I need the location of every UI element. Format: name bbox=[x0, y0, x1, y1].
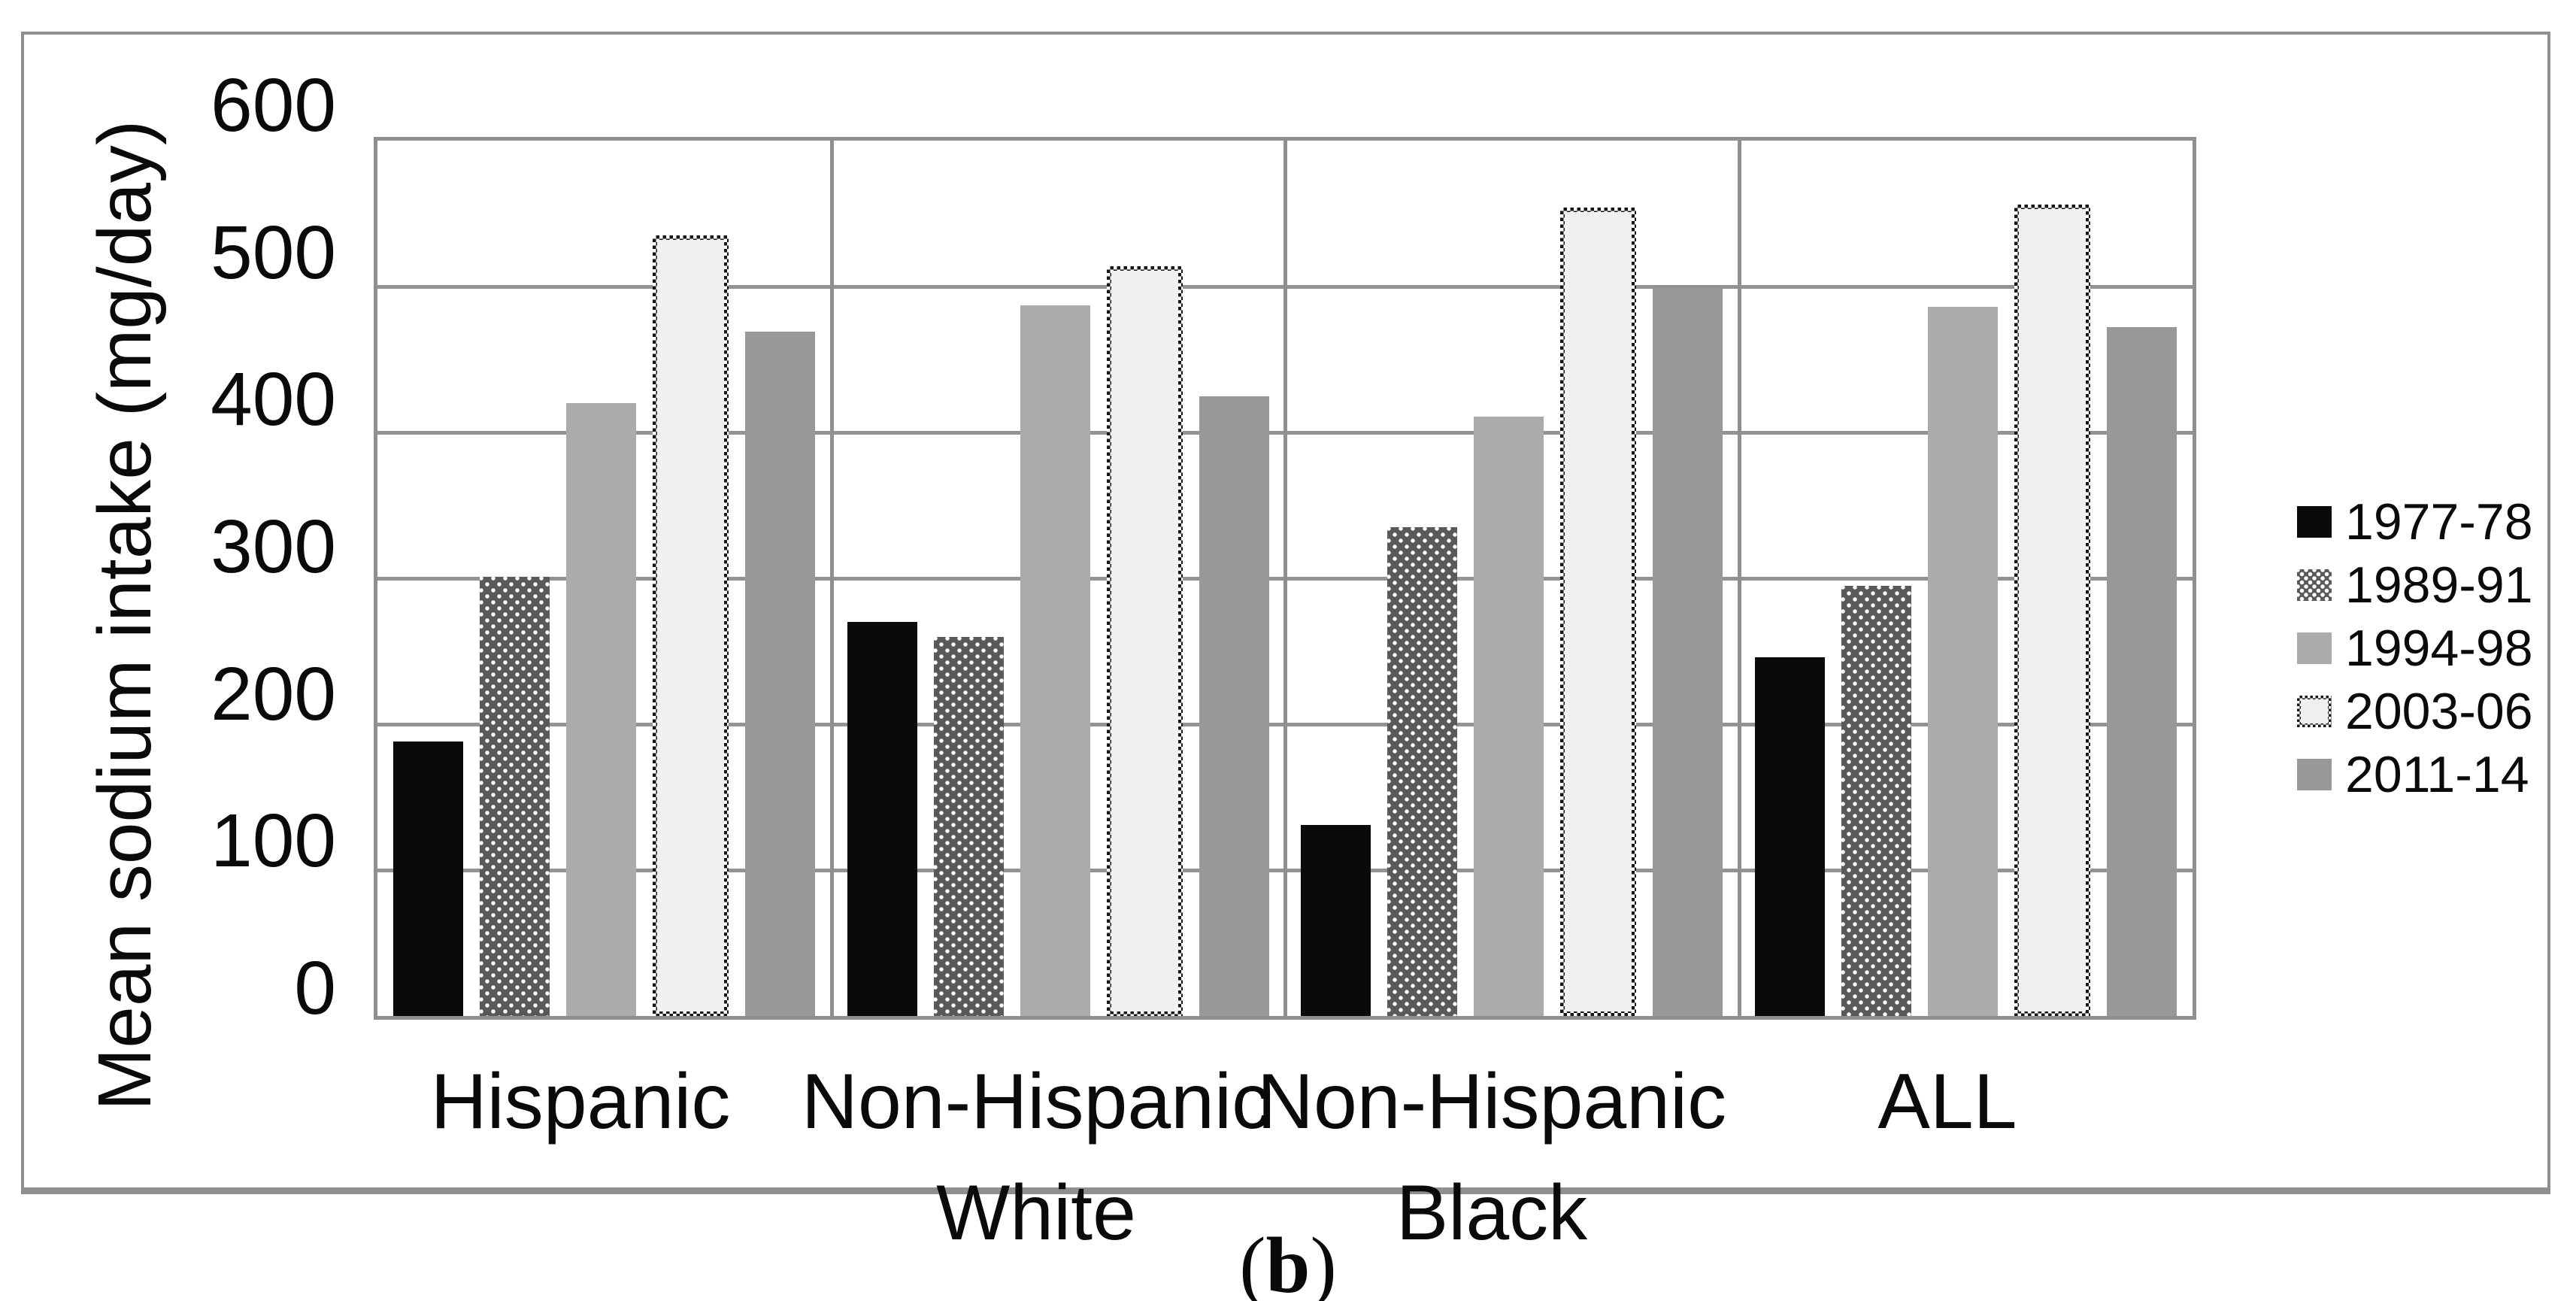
bar-1977-78-non-hispanic-white bbox=[847, 622, 917, 1016]
bar-fill bbox=[657, 240, 725, 1011]
legend-item-2011-14: 2011-14 bbox=[2297, 743, 2533, 806]
legend-label-1977-78: 1977-78 bbox=[2345, 493, 2533, 550]
bar-fill bbox=[1111, 270, 1178, 1011]
bar-2011-14-hispanic bbox=[745, 332, 816, 1016]
bar-2011-14-non-hispanic-black bbox=[1653, 287, 1723, 1016]
legend: 1977-78 1989-91 1994-98 2003-06 2011-14 bbox=[2297, 490, 2533, 806]
category-divider-1 bbox=[829, 141, 834, 1016]
y-tick-label-500: 500 bbox=[211, 210, 336, 295]
legend-swatch-1989-91 bbox=[2297, 569, 2332, 601]
bar-1977-78-all bbox=[1754, 657, 1825, 1016]
bar-2003-06-non-hispanic-black bbox=[1560, 208, 1637, 1016]
y-tick-label-100: 100 bbox=[211, 799, 336, 884]
bar-2011-14-all bbox=[2106, 327, 2177, 1016]
legend-swatch-2003-06 bbox=[2297, 696, 2332, 727]
x-category-label-non-hispanic-black: Non-Hispanic Black bbox=[1256, 1058, 1727, 1257]
bar-fill bbox=[2018, 209, 2086, 1011]
bar-1994-98-hispanic bbox=[566, 403, 637, 1016]
bar-group-non-hispanic-black bbox=[1285, 141, 1739, 1016]
legend-swatch-2011-14 bbox=[2297, 759, 2332, 790]
x-category-label-hispanic: Hispanic bbox=[430, 1058, 731, 1145]
bar-1989-91-hispanic bbox=[480, 577, 550, 1016]
plot-inner bbox=[377, 141, 2193, 1016]
caption-letter: b bbox=[1265, 1221, 1311, 1301]
x-category-label-non-hispanic-white: Non-Hispanic White bbox=[801, 1058, 1271, 1257]
legend-item-1989-91: 1989-91 bbox=[2297, 553, 2533, 617]
bar-2003-06-all bbox=[2014, 205, 2090, 1016]
bar-2003-06-non-hispanic-white bbox=[1106, 265, 1183, 1016]
legend-swatch-1994-98 bbox=[2297, 632, 2332, 664]
bar-1977-78-non-hispanic-black bbox=[1301, 824, 1371, 1016]
category-divider-2 bbox=[1283, 141, 1287, 1016]
bar-fill bbox=[1565, 212, 1632, 1011]
figure-frame: Mean sodium intake (mg/day) 0 100 200 300 40… bbox=[21, 32, 2550, 1257]
legend-label-1994-98: 1994-98 bbox=[2345, 620, 2533, 677]
legend-label-1989-91: 1989-91 bbox=[2345, 556, 2533, 614]
legend-label-2003-06: 2003-06 bbox=[2345, 683, 2533, 740]
y-tick-label-400: 400 bbox=[211, 357, 336, 442]
legend-item-1977-78: 1977-78 bbox=[2297, 490, 2533, 553]
bar-group-hispanic bbox=[377, 141, 832, 1016]
bar-2011-14-non-hispanic-white bbox=[1199, 396, 1269, 1016]
bar-group-all bbox=[1739, 141, 2193, 1016]
y-tick-label-600: 600 bbox=[211, 63, 336, 147]
legend-item-1994-98: 1994-98 bbox=[2297, 617, 2533, 680]
bar-1989-91-all bbox=[1841, 585, 1911, 1016]
bar-1994-98-non-hispanic-white bbox=[1020, 305, 1090, 1016]
bar-1994-98-all bbox=[1927, 307, 1998, 1016]
caption-close-paren: ) bbox=[1310, 1221, 1337, 1301]
bar-1989-91-non-hispanic-black bbox=[1387, 527, 1458, 1016]
bar-1989-91-non-hispanic-white bbox=[933, 636, 1004, 1016]
x-category-label-all: ALL bbox=[1877, 1058, 2017, 1145]
category-divider-3 bbox=[1737, 141, 1741, 1016]
bar-group-non-hispanic-white bbox=[832, 141, 1286, 1016]
y-tick-label-200: 200 bbox=[211, 651, 336, 736]
legend-label-2011-14: 2011-14 bbox=[2345, 746, 2529, 803]
bar-1994-98-non-hispanic-black bbox=[1474, 416, 1544, 1016]
legend-item-2003-06: 2003-06 bbox=[2297, 680, 2533, 743]
legend-swatch-1977-78 bbox=[2297, 506, 2332, 538]
caption-open-paren: ( bbox=[1239, 1221, 1266, 1301]
y-tick-label-0: 0 bbox=[294, 946, 336, 1030]
bar-2003-06-hispanic bbox=[653, 235, 729, 1016]
bar-1977-78-hispanic bbox=[393, 741, 464, 1016]
figure-caption: (b) bbox=[0, 1224, 2576, 1301]
y-tick-label-300: 300 bbox=[211, 505, 336, 589]
plot-area bbox=[374, 137, 2196, 1020]
